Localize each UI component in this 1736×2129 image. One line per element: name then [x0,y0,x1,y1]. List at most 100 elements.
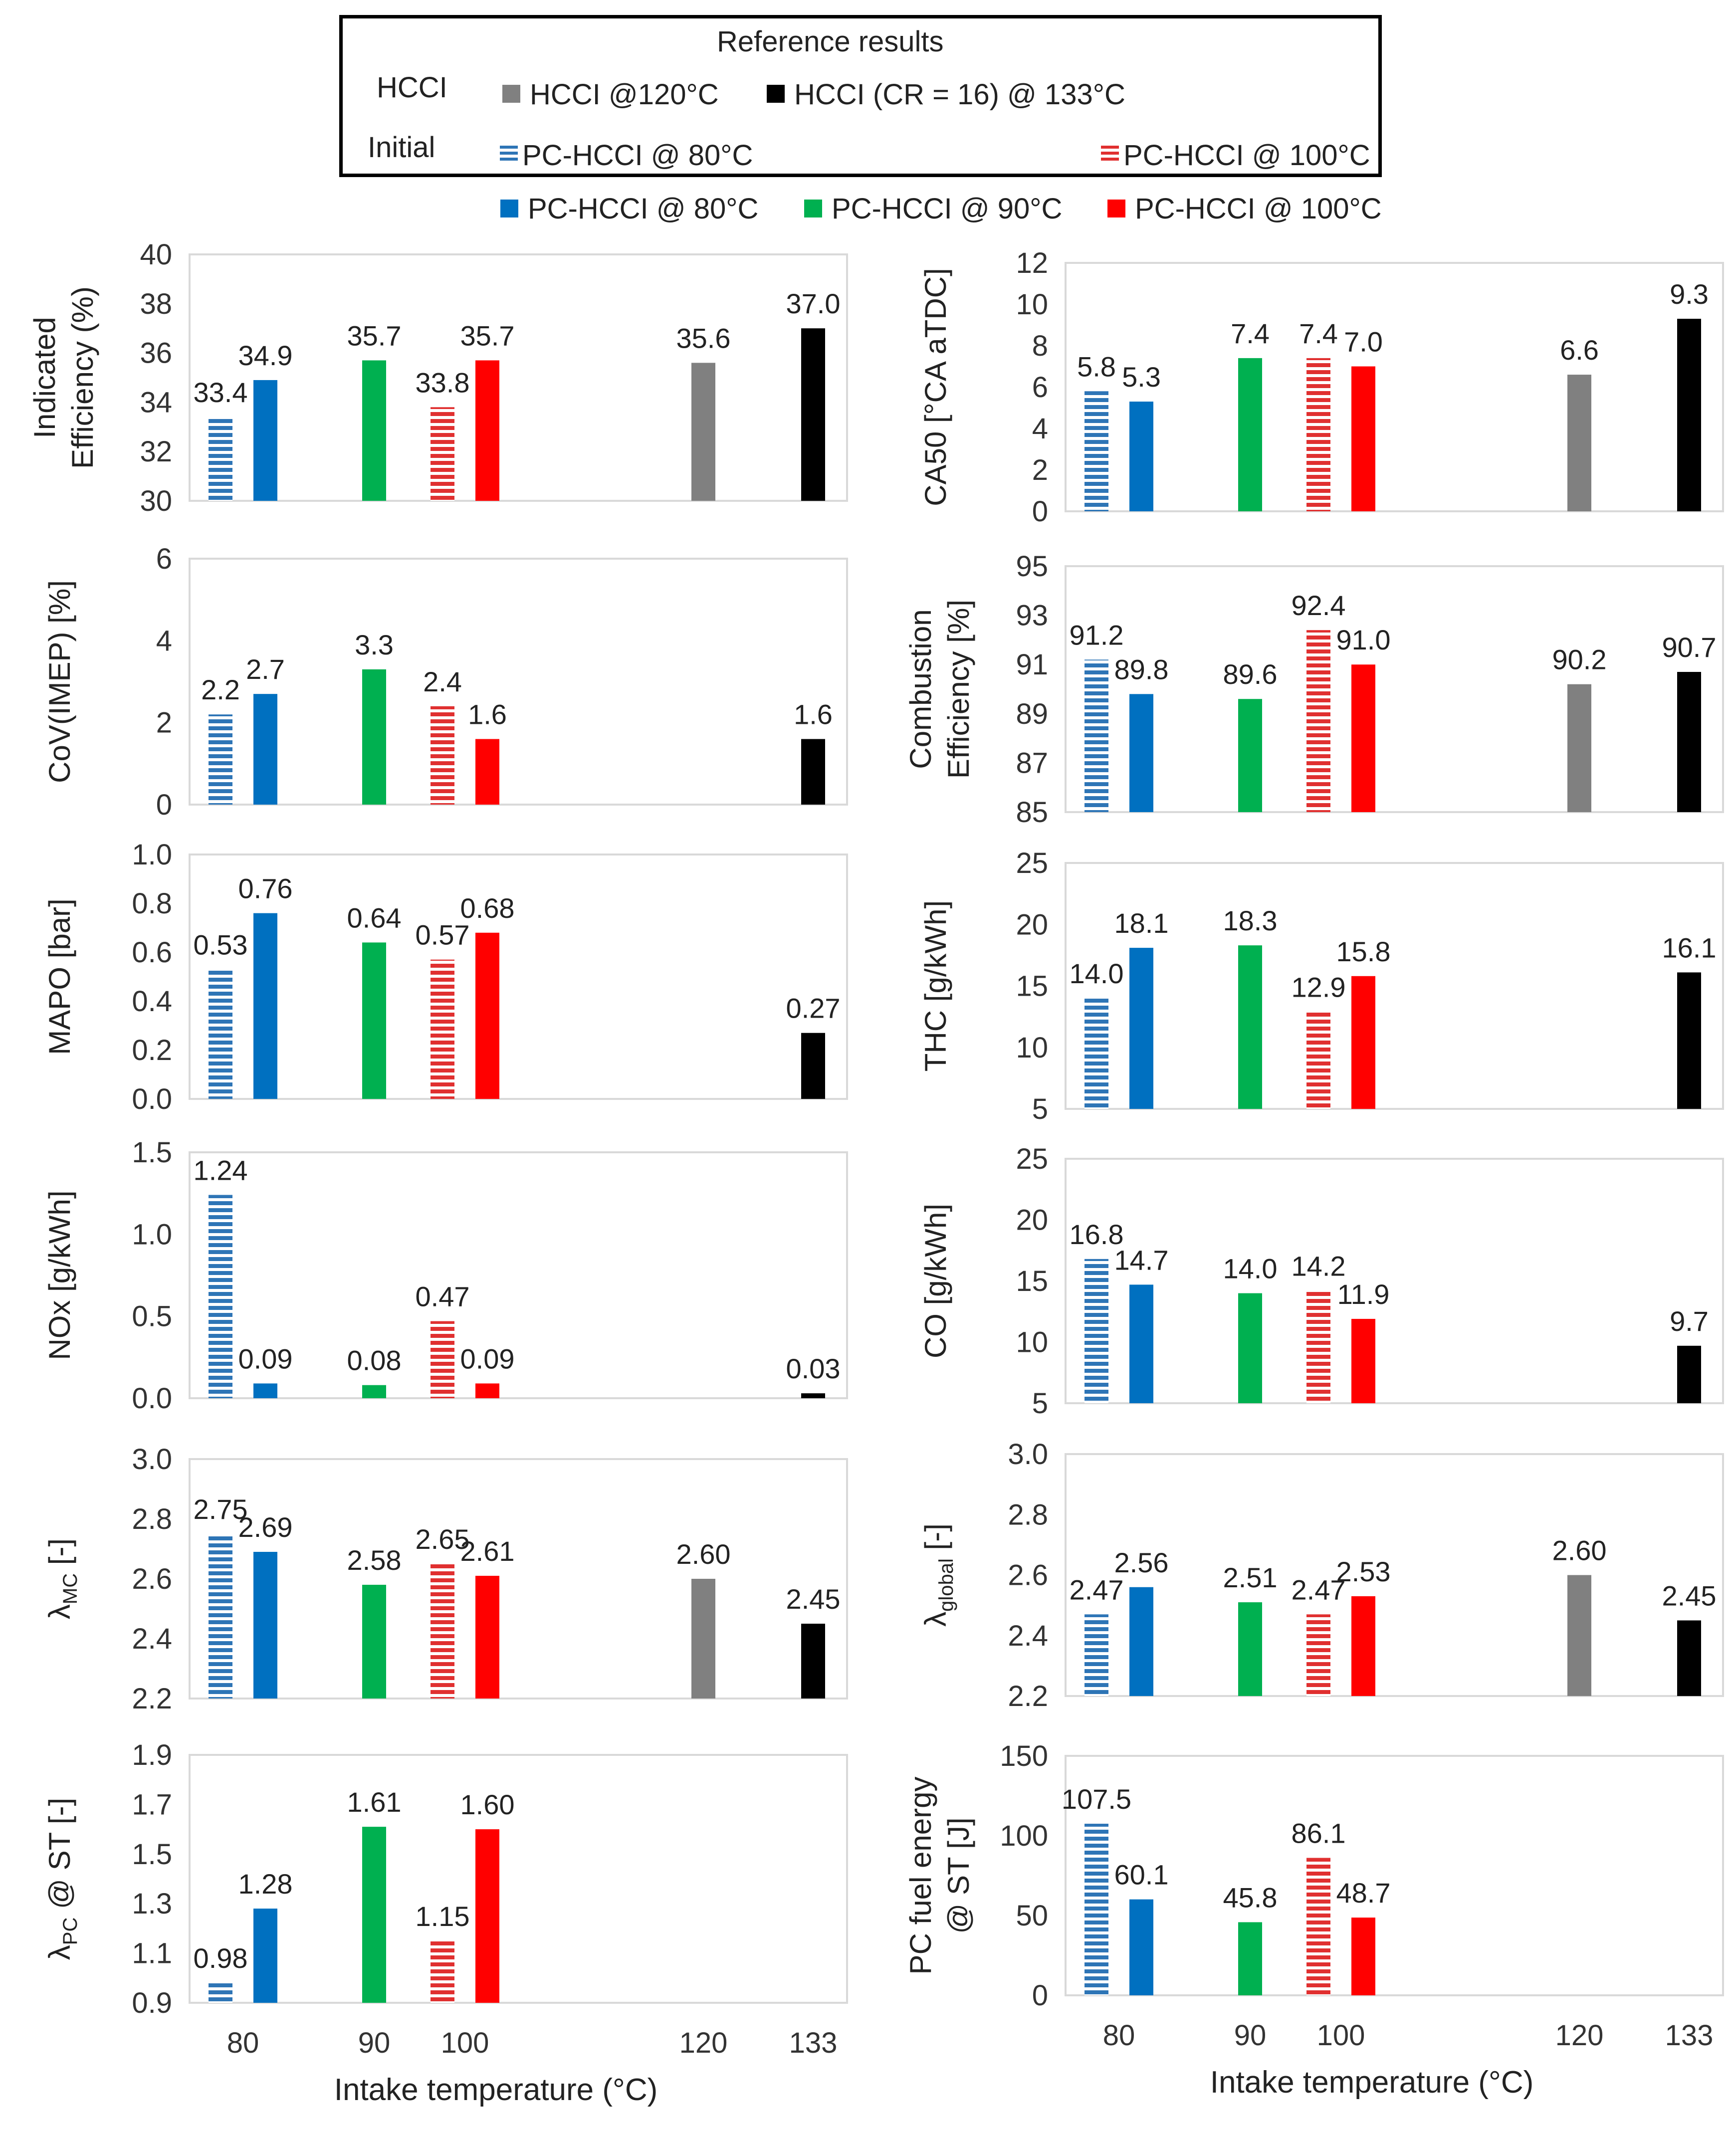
chart-comb: 85 87 89 91 93 95 Combustion Efficiency [%] 91.2… [904,550,1724,829]
bar-hcci133-133 [1677,1620,1701,1696]
plot-frame [1065,262,1724,512]
y-tick-label: 1.9 [132,1739,172,1771]
y-tick-label: 36 [140,337,172,370]
y-tick-label: 2.8 [132,1503,172,1535]
plot-frame [189,1458,848,1700]
data-label: 9.7 [1670,1305,1709,1337]
bar-init80-80 [209,1534,232,1699]
data-label: 12.9 [1292,971,1346,1003]
bar-pc100-100 [1351,1596,1375,1696]
bar-hcci133-133 [801,328,825,501]
data-label: 37.0 [786,288,841,319]
data-label: 16.8 [1070,1219,1124,1250]
data-label: 7.4 [1231,318,1270,349]
chart-thc: 5 10 15 20 25 THC [g/kWh] 14.0 18.1 18.3 12.9 15.8… [919,847,1724,1125]
y-tick-label: 34 [140,386,172,419]
y-tick-label: 2 [1032,454,1048,486]
y-tick-label: 2.2 [1008,1680,1048,1712]
y-tick-label: 1.0 [132,839,172,871]
bar-pc90-90 [1238,1293,1262,1403]
legend-swatch-pc-80 [500,200,518,217]
x-tick-label: 100 [441,2027,489,2059]
y-tick-label: 0.0 [132,1382,172,1415]
plot-frame [189,253,848,502]
y-axis-label: THC [g/kWh] [919,900,952,1071]
y-tick-label: 1.1 [132,1937,172,1970]
bar-hcci120-120 [691,363,715,501]
y-tick-label: 1.5 [132,1838,172,1871]
y-axis-label: Indicated Efficiency (%) [28,286,99,469]
data-label: 14.7 [1114,1244,1169,1276]
plot-frame [189,853,848,1100]
bar-pc100-100 [1351,664,1375,812]
legend-hcci-row-label: HCCI [377,71,447,104]
data-label: 91.0 [1336,624,1391,655]
y-tick-label: 10 [1016,1326,1048,1359]
data-label: 2.69 [238,1511,293,1543]
y-tick-label: 30 [140,485,172,517]
legend-swatch-initial-100 [1101,146,1119,164]
y-tick-label: 2.6 [132,1563,172,1595]
bar-pc80-80 [253,1909,277,2003]
data-label: 7.0 [1344,326,1383,358]
data-label: 2.45 [786,1583,841,1615]
x-tick-label: 80 [1103,2019,1135,2052]
data-label: 0.57 [416,919,470,951]
y-tick-label: 2.6 [1008,1559,1048,1592]
bar-hcci120-120 [691,1579,715,1699]
y-tick-label: 0 [1032,1979,1048,2012]
data-label: 92.4 [1292,590,1346,621]
y-axis-label: NOx [g/kWh] [43,1190,76,1360]
bar-init80-80 [1085,1824,1108,1995]
y-tick-label: 25 [1016,1143,1048,1175]
data-label: 89.8 [1114,653,1169,685]
bar-hcci120-120 [1567,684,1591,812]
y-tick-label: 10 [1016,1032,1048,1064]
y-tick-label: 1.7 [132,1788,172,1821]
data-label: 0.98 [194,1942,248,1974]
y-axis-label: PC fuel energy @ ST [J] [904,1777,975,1975]
bar-pc90-90 [1238,1602,1262,1696]
y-tick-label: 15 [1016,970,1048,1003]
bar-init80-80 [209,714,232,805]
y-tick-label: 0.5 [132,1300,172,1333]
data-label: 0.09 [460,1343,515,1374]
bar-pc80-80 [253,694,277,805]
y-tick-label: 10 [1016,288,1048,321]
legend-label-initial-80: PC-HCCI @ 80°C [522,139,753,172]
bar-hcci133-133 [1677,972,1701,1109]
data-label: 0.68 [460,892,515,924]
bar-init80-80 [1085,1614,1108,1696]
y-tick-label: 1.0 [132,1218,172,1251]
bar-pc90-90 [362,669,386,805]
chart-eff: 30 32 34 36 38 40 Indicated Efficiency (%) 33.4 3… [28,238,848,517]
data-label: 0.27 [786,993,841,1024]
bar-hcci133-133 [801,739,825,805]
y-tick-label: 91 [1016,648,1048,681]
bar-init100-100 [431,706,454,805]
data-label: 2.60 [1552,1535,1607,1566]
y-tick-label: 85 [1016,796,1048,829]
bar-init100-100 [1306,630,1330,812]
bar-init80-80 [209,1983,232,2003]
x-axis-title: Intake temperature (°C) [334,2073,658,2107]
legend-label-hcci-133: HCCI (CR = 16) @ 133°C [794,78,1125,111]
x-axis-title: Intake temperature (°C) [1210,2065,1534,2100]
bar-pc100-100 [475,932,499,1099]
bar-pc80-80 [253,1383,277,1398]
data-label: 0.08 [347,1345,402,1376]
y-tick-label: 20 [1016,908,1048,941]
data-label: 18.3 [1223,905,1278,936]
y-tick-label: 4 [156,625,172,657]
y-tick-label: 6 [1032,371,1048,404]
y-tick-label: 32 [140,435,172,468]
data-label: 2.53 [1336,1556,1391,1587]
chart-lpc: 0.9 1.1 1.3 1.5 1.7 1.9 λPC @ ST [-] 0.98 1.28 1.… [43,1739,848,2019]
legend-label-pc-100: PC-HCCI @ 100°C [1135,193,1382,225]
data-label: 5.3 [1122,361,1161,393]
bar-hcci120-120 [1567,375,1591,511]
data-label: 2.56 [1114,1547,1169,1578]
y-tick-label: 15 [1016,1265,1048,1297]
bar-hcci133-133 [801,1033,825,1099]
bar-pc100-100 [475,1383,499,1398]
